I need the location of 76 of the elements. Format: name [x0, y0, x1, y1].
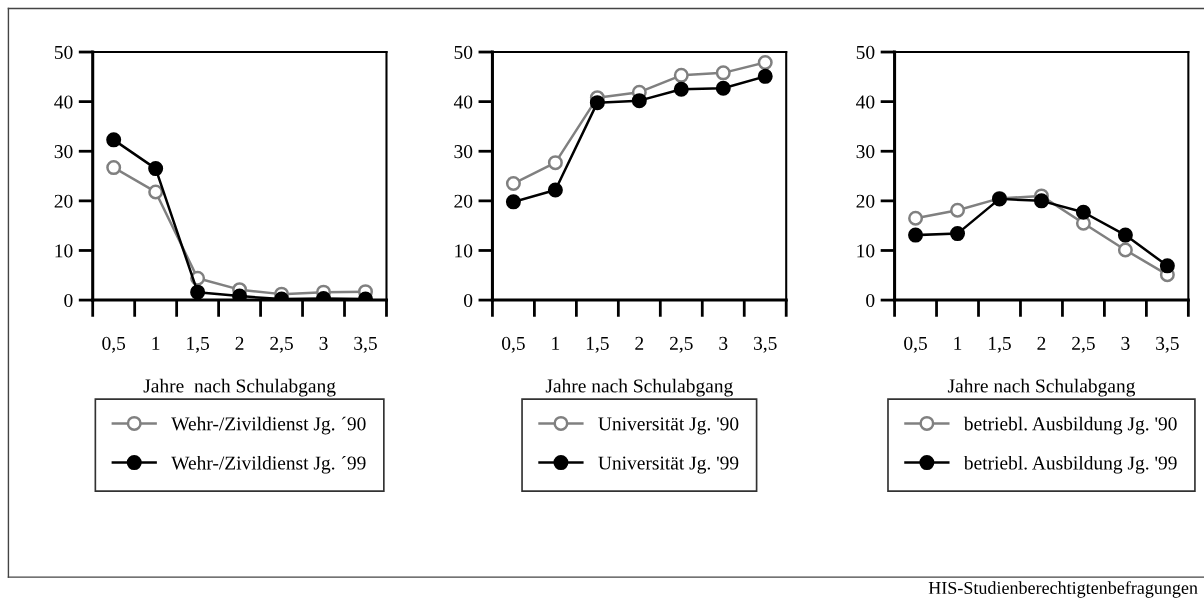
point — [950, 202, 966, 218]
legend-label: Universität Jg. '90 — [598, 417, 739, 435]
y-tick-label: 40 — [856, 95, 875, 109]
x-tick-label: 3,5 — [354, 336, 377, 353]
y-tick-label: 10 — [857, 244, 875, 258]
y-tick-label: 30 — [856, 145, 875, 159]
point — [1117, 227, 1133, 243]
legend-label: Wehr-/Zivildienst Jg. ´99 — [171, 455, 366, 474]
point — [547, 182, 563, 198]
point — [757, 54, 773, 70]
legend-label: Wehr-/Zivildienst Jg. ´90 — [171, 416, 366, 435]
point — [1117, 242, 1133, 258]
x-axis-title: Jahre nach Schulabgang — [545, 378, 733, 397]
x-tick-label: 0,5 — [904, 336, 927, 353]
x-axis-title: Jahre nach Schulabgang — [143, 378, 336, 397]
point — [1159, 258, 1175, 274]
point — [673, 81, 689, 97]
y-tick-label: 10 — [55, 244, 73, 258]
point — [908, 227, 924, 243]
x-tick-label: 2 — [1037, 336, 1046, 350]
x-tick-label: 1,5 — [586, 336, 609, 353]
x-tick-label: 2,5 — [669, 336, 693, 353]
y-tick-label: 30 — [54, 145, 73, 159]
point — [1033, 193, 1049, 209]
point — [631, 93, 647, 109]
y-tick-label: 20 — [454, 194, 473, 208]
point — [190, 284, 206, 300]
point — [673, 67, 689, 83]
point — [106, 132, 122, 148]
point — [148, 184, 164, 200]
x-axis-title: Jahre nach Schulabgang — [947, 378, 1136, 397]
point — [715, 80, 731, 96]
x-tick-label: 3,5 — [1156, 336, 1179, 353]
point — [589, 95, 605, 111]
point — [547, 155, 563, 171]
y-tick-label: 10 — [455, 244, 473, 258]
point — [505, 176, 521, 191]
y-tick-label: 0 — [866, 293, 875, 308]
y-tick-label: 50 — [54, 45, 73, 59]
x-tick-label: 3 — [1121, 336, 1130, 350]
x-tick-label: 1 — [552, 336, 560, 350]
point — [505, 194, 521, 210]
y-tick-label: 40 — [54, 95, 73, 109]
point — [757, 68, 773, 84]
y-tick-label: 20 — [856, 194, 875, 208]
point — [1075, 204, 1091, 220]
x-tick-label: 0,5 — [102, 336, 126, 353]
x-tick-label: 1 — [954, 336, 962, 350]
legend-label: betriebl. Ausbildung Jg. '99 — [963, 455, 1177, 474]
y-tick-label: 30 — [454, 145, 473, 159]
x-tick-label: 1 — [152, 336, 160, 350]
legend-label: Universität Jg. '99 — [598, 456, 739, 474]
x-tick-label: 1,5 — [187, 336, 210, 353]
y-tick-label: 50 — [856, 45, 875, 59]
x-tick-label: 1,5 — [989, 336, 1011, 353]
x-tick-label: 2,5 — [1072, 336, 1095, 353]
x-tick-label: 3,5 — [754, 336, 777, 353]
y-tick-label: 20 — [54, 194, 73, 208]
point — [950, 226, 966, 242]
point — [715, 65, 731, 81]
text: HIS-Studienberechtigtenbefragungen — [928, 581, 1198, 598]
point — [148, 161, 164, 177]
x-tick-label: 2 — [235, 336, 244, 350]
x-tick-label: 2 — [635, 336, 644, 350]
x-tick-label: 2,5 — [270, 336, 293, 353]
y-tick-label: 0 — [464, 293, 473, 308]
x-tick-label: 3 — [719, 336, 728, 350]
y-tick-label: 50 — [454, 45, 473, 59]
x-tick-label: 3 — [319, 336, 328, 350]
point — [908, 210, 924, 226]
point — [232, 288, 248, 301]
legend-label: betriebl. Ausbildung Jg. '90 — [963, 416, 1177, 435]
y-tick-label: 40 — [453, 95, 473, 109]
point — [106, 160, 122, 176]
y-tick-label: 0 — [64, 293, 73, 308]
x-tick-label: 0,5 — [502, 336, 525, 353]
